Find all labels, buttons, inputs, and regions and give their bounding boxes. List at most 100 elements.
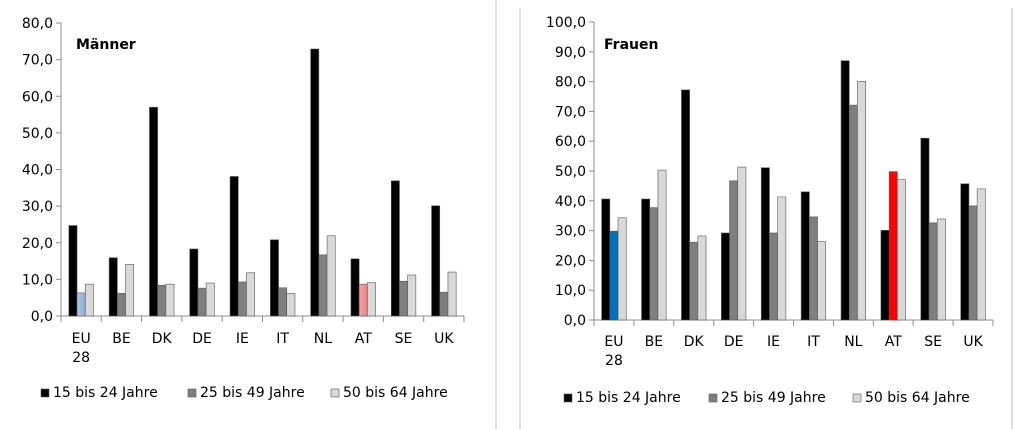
bar-3-de xyxy=(205,282,215,317)
x-tick-label: DE xyxy=(192,331,212,347)
bar-2-ie xyxy=(769,232,778,321)
legend-label: 15 bis 24 Jahre xyxy=(576,390,681,406)
legend-swatch xyxy=(187,388,197,398)
bar-1-de xyxy=(721,232,730,321)
bar-2-se xyxy=(399,280,408,317)
bar-1-uk xyxy=(960,183,970,321)
bar-1-ie xyxy=(229,176,239,317)
bar-1-dk xyxy=(149,106,158,317)
x-tick-label: AT xyxy=(355,331,372,347)
x-tick-label: AT xyxy=(885,334,902,350)
legend-label: 25 bis 49 Jahre xyxy=(721,390,826,406)
bar-2-dk xyxy=(689,241,699,321)
legend-label: 25 bis 49 Jahre xyxy=(200,385,305,401)
bar-2-at xyxy=(358,283,368,317)
bar-1-eu28 xyxy=(68,225,78,317)
x-tick-label: UK xyxy=(434,331,454,347)
y-tick-label: 100,0 xyxy=(546,15,586,31)
y-tick-label: 0,0 xyxy=(564,313,586,329)
bar-3-de xyxy=(737,166,747,321)
x-tick-label: IE xyxy=(236,331,249,347)
bar-2-it xyxy=(278,287,288,317)
bar-1-nl xyxy=(310,48,320,317)
bar-1-se xyxy=(390,180,400,317)
y-tick-label: 70,0 xyxy=(22,53,53,69)
bar-3-dk xyxy=(165,283,175,317)
bar-1-be xyxy=(108,257,118,317)
bar-1-nl xyxy=(840,60,850,321)
legend-swatch xyxy=(40,388,50,398)
y-tick-label: 0,0 xyxy=(31,309,53,325)
y-tick-label: 90,0 xyxy=(555,45,586,61)
bar-3-eu28 xyxy=(84,283,94,317)
y-tick-label: 70,0 xyxy=(555,104,586,120)
bar-3-se xyxy=(936,218,946,321)
x-tick-label: UK xyxy=(963,334,983,350)
legend-label: 50 bis 64 Jahre xyxy=(343,385,448,401)
bar-1-dk xyxy=(681,89,690,321)
bar-3-be xyxy=(657,169,667,321)
y-tick-label: 30,0 xyxy=(22,199,53,215)
chart-maenner: 0,0 10,0 20,0 30,0 40,0 50,0 60,0 70,0 80,0 EU 28 B… xyxy=(22,16,465,401)
chart-title: Frauen xyxy=(604,37,658,53)
legend-label: 50 bis 64 Jahre xyxy=(865,390,970,406)
legend-swatch xyxy=(708,393,718,403)
bar-1-be xyxy=(641,198,651,321)
bar-2-it xyxy=(809,216,818,321)
bar-3-ie xyxy=(777,196,787,321)
bar-2-nl xyxy=(318,254,328,317)
y-tick-label: 50,0 xyxy=(555,164,586,180)
bar-3-be xyxy=(125,264,135,317)
bar-1-at xyxy=(350,258,360,317)
x-tick-label: NL xyxy=(844,334,862,350)
bar-2-uk xyxy=(968,205,978,321)
y-tick-label: 10,0 xyxy=(22,272,53,288)
bar-3-se xyxy=(407,274,417,317)
bar-2-dk xyxy=(157,284,167,317)
bar-3-eu28 xyxy=(617,217,627,321)
bar-3-ie xyxy=(246,272,255,317)
bar-1-eu28 xyxy=(601,198,611,321)
y-tick-label: 60,0 xyxy=(555,134,586,150)
legend-label: 15 bis 24 Jahre xyxy=(53,385,158,401)
bar-3-it xyxy=(817,241,827,321)
bar-2-uk xyxy=(439,291,449,317)
bar-2-be xyxy=(117,292,126,317)
x-tick-label: IT xyxy=(276,331,289,347)
y-tick-label: 20,0 xyxy=(555,253,586,269)
y-tick-label: 40,0 xyxy=(555,194,586,210)
bar-1-de xyxy=(189,248,199,317)
x-tick-label: EU 28 xyxy=(72,331,91,366)
bar-3-nl xyxy=(326,235,336,317)
y-tick-label: 50,0 xyxy=(22,126,53,142)
y-tick-label: 10,0 xyxy=(555,283,586,299)
x-tick-label: NL xyxy=(314,331,332,347)
y-tick-label: 80,0 xyxy=(22,16,53,32)
x-tick-label: SE xyxy=(924,334,942,350)
bar-2-ie xyxy=(237,281,247,317)
x-tick-label: SE xyxy=(395,331,413,347)
x-tick-label: BE xyxy=(112,331,130,347)
x-tick-label: DE xyxy=(724,334,744,350)
x-tick-label: IT xyxy=(807,334,820,350)
bar-2-nl xyxy=(848,104,858,321)
y-tick-label: 60,0 xyxy=(22,89,53,105)
bar-3-nl xyxy=(857,81,866,321)
bar-2-at xyxy=(888,171,898,321)
x-tick-label: DK xyxy=(684,334,705,350)
y-tick-label: 20,0 xyxy=(22,236,53,252)
bar-3-dk xyxy=(697,235,707,321)
chart-frauen: 0,0 10,0 20,0 30,0 40,0 50,0 60,0 70,0 80,0 90,0 1… xyxy=(546,15,994,406)
bar-3-it xyxy=(286,292,296,317)
bar-1-ie xyxy=(760,167,770,321)
bar-1-uk xyxy=(431,205,441,317)
legend-swatch xyxy=(563,393,573,403)
bar-1-se xyxy=(920,137,930,321)
bar-1-it xyxy=(800,191,810,321)
chart-title: Männer xyxy=(76,37,136,53)
bar-2-de xyxy=(197,287,207,317)
bar-3-uk xyxy=(447,271,457,317)
y-tick-label: 80,0 xyxy=(555,75,586,91)
bar-2-se xyxy=(928,222,938,321)
